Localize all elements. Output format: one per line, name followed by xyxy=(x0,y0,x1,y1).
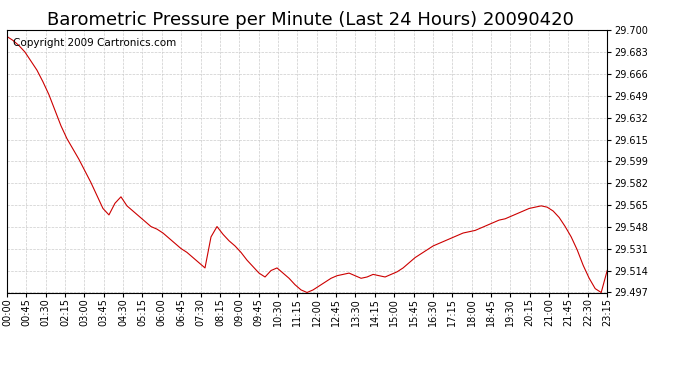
Text: Barometric Pressure per Minute (Last 24 Hours) 20090420: Barometric Pressure per Minute (Last 24 … xyxy=(47,11,574,29)
Text: Copyright 2009 Cartronics.com: Copyright 2009 Cartronics.com xyxy=(13,38,176,48)
